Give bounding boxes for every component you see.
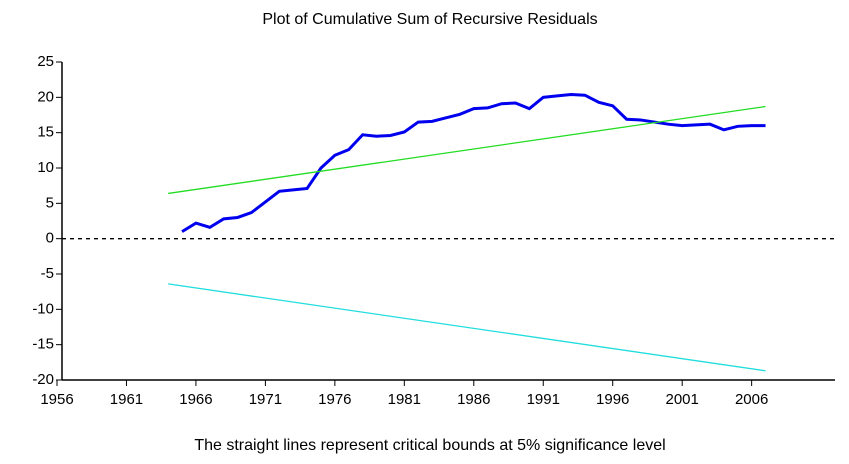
x-tick-label: 1981 (388, 391, 421, 408)
y-tick-label: 10 (37, 159, 54, 176)
x-tick-label: 1991 (527, 391, 560, 408)
y-tick-label: -20 (32, 371, 54, 388)
x-tick-label: 1976 (318, 391, 351, 408)
data-line (168, 105, 766, 195)
y-tick-label: 0 (46, 230, 54, 247)
x-tick-label: 1971 (249, 391, 282, 408)
y-tick-label: -10 (32, 300, 54, 317)
x-tick-label: 2006 (735, 391, 768, 408)
y-tick-label: -5 (41, 265, 54, 282)
x-tick-label: 1966 (179, 391, 212, 408)
y-tick-label: -15 (32, 336, 54, 353)
y-tick-label: 25 (37, 53, 54, 70)
x-tick-label: 1956 (40, 391, 73, 408)
y-tick-label: 20 (37, 88, 54, 105)
x-tick-label: 1986 (457, 391, 490, 408)
chart-title: Plot of Cumulative Sum of Recursive Resi… (262, 11, 597, 28)
x-tick-label: 1961 (110, 391, 143, 408)
y-tick-label: 5 (46, 194, 54, 211)
x-tick-label: 1996 (596, 391, 629, 408)
data-line (181, 93, 766, 233)
x-tick-label: 2001 (665, 391, 698, 408)
y-tick-label: 15 (37, 124, 54, 141)
x-axis-label: The straight lines represent critical bo… (194, 437, 665, 454)
data-line (168, 283, 766, 372)
